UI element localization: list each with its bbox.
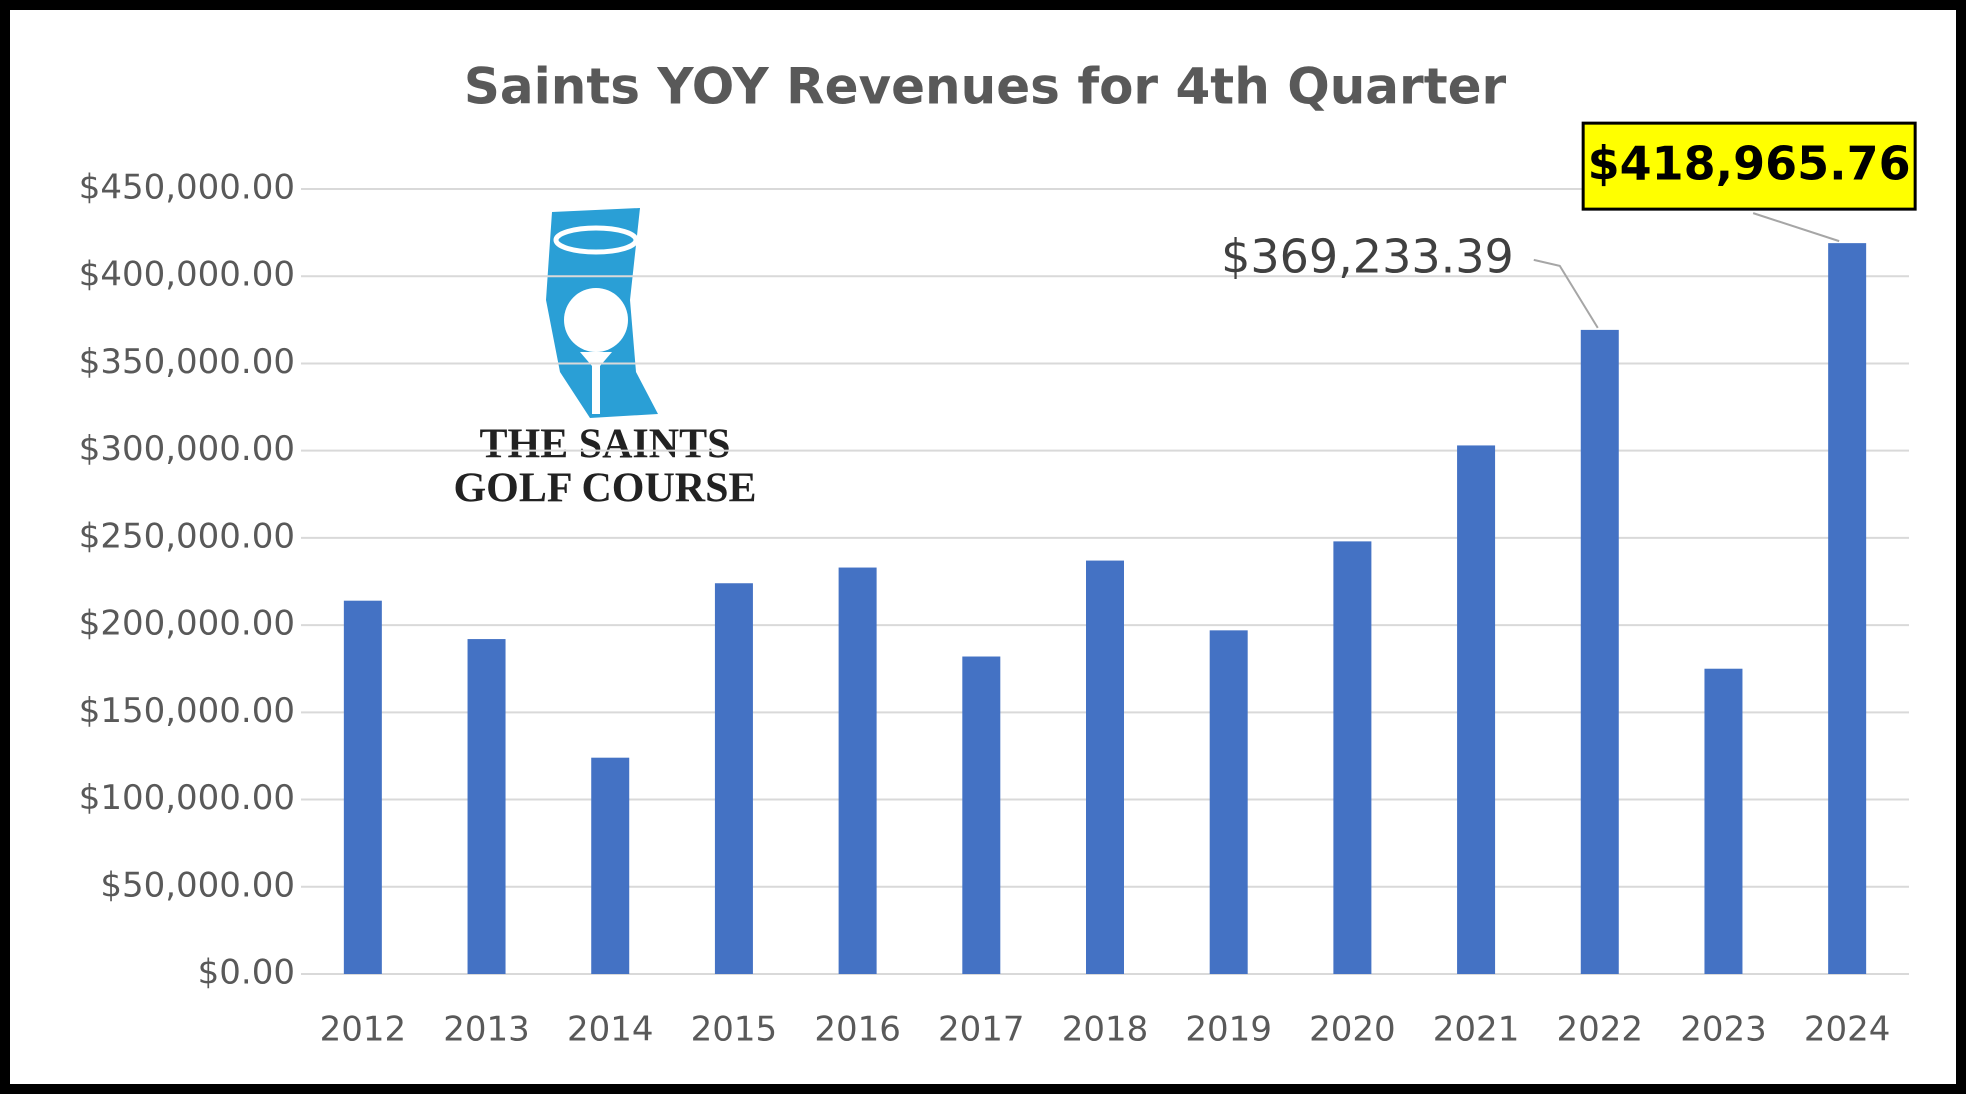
logo: THE SAINTS GOLF COURSE xyxy=(454,208,757,512)
bar xyxy=(1704,668,1743,974)
leader-line xyxy=(1752,212,1840,243)
y-tick-label: $150,000.00 xyxy=(79,691,295,731)
x-tick-label: 2017 xyxy=(938,1010,1025,1050)
bar xyxy=(591,757,630,974)
y-tick-label: $50,000.00 xyxy=(100,865,295,905)
y-tick-label: $300,000.00 xyxy=(79,429,295,469)
logo-tee xyxy=(580,352,612,414)
x-tick-label: 2018 xyxy=(1062,1010,1149,1050)
x-tick-label: 2023 xyxy=(1680,1010,1767,1050)
bar xyxy=(467,639,506,974)
bar xyxy=(1333,541,1372,974)
leader-line xyxy=(1533,258,1599,329)
x-tick-label: 2021 xyxy=(1433,1010,1520,1050)
logo-halo xyxy=(553,225,639,255)
bar xyxy=(838,567,877,974)
x-tick-label: 2014 xyxy=(567,1010,654,1050)
value-label: $369,233.39 xyxy=(1221,229,1514,283)
bar xyxy=(962,656,1001,974)
bar xyxy=(1828,243,1867,974)
x-tick-label: 2022 xyxy=(1557,1010,1644,1050)
y-tick-label: $100,000.00 xyxy=(79,778,295,818)
y-tick-label: $250,000.00 xyxy=(79,516,295,556)
value-label-box xyxy=(1581,121,1917,211)
bar xyxy=(343,600,382,974)
bar xyxy=(714,583,753,974)
chart-title: Saints YOY Revenues for 4th Quarter xyxy=(464,58,1507,116)
logo-ball xyxy=(564,288,628,352)
x-tick-label: 2015 xyxy=(691,1010,778,1050)
x-tick-label: 2020 xyxy=(1309,1010,1396,1050)
y-tick-label: $200,000.00 xyxy=(79,604,295,644)
bar xyxy=(1209,630,1248,974)
value-label: $418,965.76 xyxy=(1588,137,1911,191)
logo-text: THE SAINTS xyxy=(480,422,731,468)
bar xyxy=(1086,560,1124,974)
x-tick-label: 2012 xyxy=(320,1010,407,1050)
y-tick-label: $450,000.00 xyxy=(79,168,295,208)
x-tick-label: 2024 xyxy=(1804,1010,1891,1050)
y-tick-label: $0.00 xyxy=(198,953,295,993)
x-tick-label: 2019 xyxy=(1185,1010,1272,1050)
y-tick-label: $400,000.00 xyxy=(79,255,295,295)
x-tick-label: 2013 xyxy=(443,1010,530,1050)
logo-text: GOLF COURSE xyxy=(454,466,757,512)
x-tick-label: 2016 xyxy=(814,1010,901,1050)
bar xyxy=(1457,445,1496,974)
bar xyxy=(1580,329,1619,975)
y-tick-label: $350,000.00 xyxy=(79,342,295,382)
